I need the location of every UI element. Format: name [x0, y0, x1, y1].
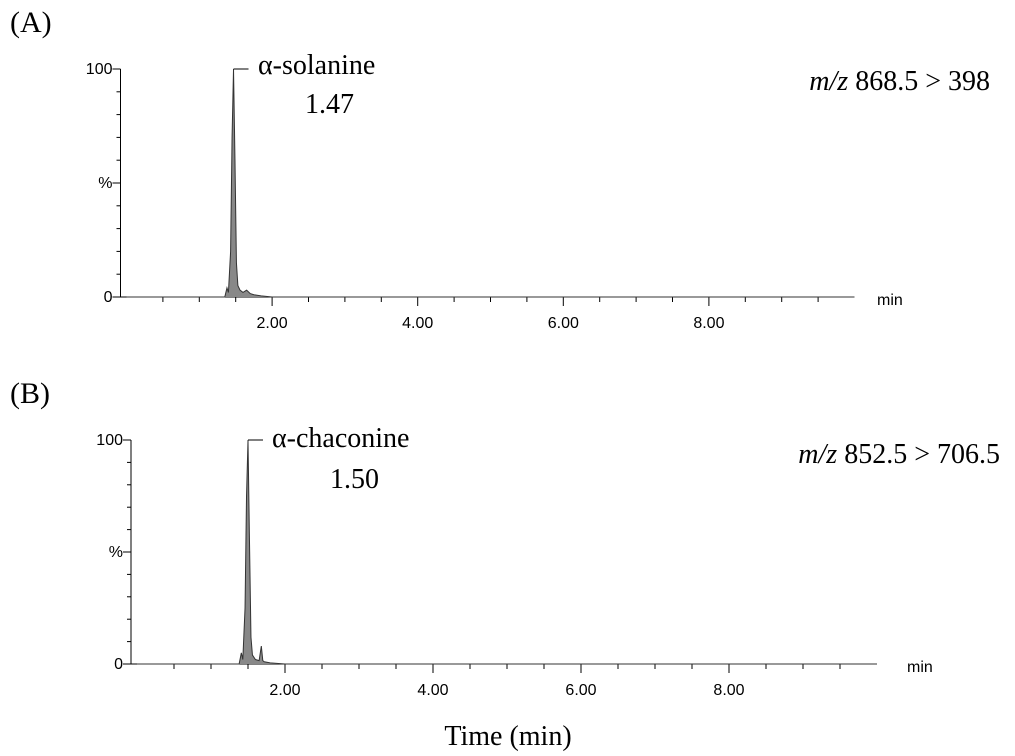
x-tick-label: 8.00: [713, 682, 744, 699]
peak-time: 1.47: [305, 89, 354, 120]
mz-transition: 868.5 > 398: [855, 66, 990, 97]
y-tick-label: 100: [86, 61, 113, 78]
y-tick-label: 0: [114, 656, 123, 673]
mz-annotation: m/z 852.5 > 706.5: [798, 439, 1000, 470]
x-tick-label: 6.00: [548, 315, 579, 332]
x-tick-label: 4.00: [417, 682, 448, 699]
x-tick-label: 8.00: [693, 315, 724, 332]
panel-label: (B): [10, 377, 50, 410]
mz-transition: 852.5 > 706.5: [844, 439, 1000, 470]
panel-label: (A): [10, 6, 52, 39]
peak-time: 1.50: [330, 464, 379, 495]
x-tick-label: 6.00: [565, 682, 596, 699]
chromatogram-trace: [137, 439, 877, 665]
y-tick-label: %: [98, 175, 112, 192]
x-axis-title: Time (min): [444, 721, 571, 752]
x-unit: min: [907, 659, 933, 676]
mz-annotation: m/z 868.5 > 398: [809, 66, 990, 97]
y-tick-label: %: [109, 544, 123, 561]
peak-name: α-solanine: [258, 50, 375, 81]
chromatogram-trace: [126, 68, 855, 298]
mz-prefix: m/z: [809, 66, 848, 97]
x-tick-label: 2.00: [269, 682, 300, 699]
y-tick-label: 100: [96, 432, 123, 449]
y-tick-label: 0: [104, 289, 113, 306]
mz-prefix: m/z: [798, 439, 837, 470]
x-tick-label: 4.00: [402, 315, 433, 332]
peak-name: α-chaconine: [272, 423, 409, 454]
x-unit: min: [877, 292, 903, 309]
x-tick-label: 2.00: [257, 315, 288, 332]
